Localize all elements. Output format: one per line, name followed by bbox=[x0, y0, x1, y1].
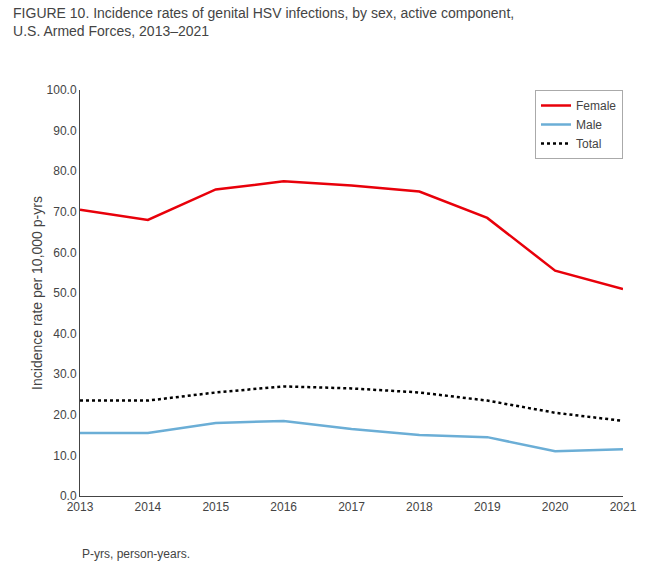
svg-text:30.0: 30.0 bbox=[53, 367, 77, 381]
svg-text:P-yrs, person-years.: P-yrs, person-years. bbox=[82, 547, 190, 561]
svg-text:10.0: 10.0 bbox=[53, 449, 77, 463]
svg-text:Male: Male bbox=[576, 118, 602, 132]
svg-text:80.0: 80.0 bbox=[53, 164, 77, 178]
svg-text:2014: 2014 bbox=[135, 500, 162, 514]
svg-text:90.0: 90.0 bbox=[53, 124, 77, 138]
svg-text:2016: 2016 bbox=[270, 500, 297, 514]
svg-text:Female: Female bbox=[576, 99, 616, 113]
svg-text:2018: 2018 bbox=[406, 500, 433, 514]
svg-text:2017: 2017 bbox=[338, 500, 365, 514]
svg-text:Incidence rate per 10,000 p-yr: Incidence rate per 10,000 p-yrs bbox=[29, 196, 45, 390]
svg-text:100.0: 100.0 bbox=[47, 83, 77, 97]
svg-text:70.0: 70.0 bbox=[53, 205, 77, 219]
svg-text:0.0: 0.0 bbox=[60, 489, 77, 503]
svg-text:50.0: 50.0 bbox=[53, 286, 77, 300]
svg-text:2015: 2015 bbox=[202, 500, 229, 514]
svg-text:2021: 2021 bbox=[610, 500, 637, 514]
svg-text:2013: 2013 bbox=[67, 500, 94, 514]
svg-text:Total: Total bbox=[576, 137, 601, 151]
svg-text:40.0: 40.0 bbox=[53, 327, 77, 341]
svg-text:FIGURE 10. Incidence rates of: FIGURE 10. Incidence rates of genital HS… bbox=[13, 5, 514, 39]
svg-text:2019: 2019 bbox=[474, 500, 501, 514]
svg-text:20.0: 20.0 bbox=[53, 408, 77, 422]
svg-text:2020: 2020 bbox=[542, 500, 569, 514]
svg-text:60.0: 60.0 bbox=[53, 246, 77, 260]
